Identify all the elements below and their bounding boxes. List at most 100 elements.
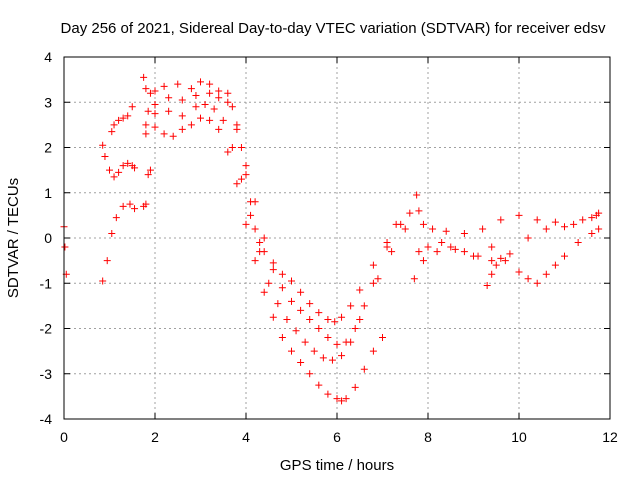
data-point [288, 297, 295, 305]
data-point [274, 300, 282, 308]
data-point [306, 300, 314, 308]
data-point [101, 153, 109, 161]
grid [64, 57, 610, 419]
data-point [278, 270, 286, 278]
data-point [192, 103, 200, 111]
data-point [347, 302, 355, 310]
data-point [524, 275, 532, 283]
data-point [256, 239, 264, 247]
data-point [215, 87, 223, 95]
data-point [533, 279, 541, 287]
y-axis-label: SDTVAR / TECUs [5, 178, 22, 298]
data-point [401, 225, 409, 233]
data-point [269, 313, 277, 321]
data-point [110, 173, 118, 181]
data-point [144, 171, 152, 179]
data-point [247, 211, 255, 219]
data-point [131, 164, 139, 172]
data-point [542, 270, 550, 278]
data-point [197, 114, 204, 122]
series-satellite-arc-A [60, 223, 70, 278]
series-satellite-arc-C [99, 200, 139, 285]
y-tick-label: 0 [44, 230, 52, 246]
data-point [483, 282, 491, 290]
data-point [338, 352, 346, 360]
data-point [110, 121, 118, 129]
data-point [497, 254, 505, 262]
data-point [115, 168, 123, 176]
data-point [151, 123, 159, 131]
data-point [233, 180, 241, 188]
y-tick-label: -3 [40, 366, 53, 382]
series-satellite-arc-G [142, 101, 400, 364]
y-tick-label: 4 [44, 49, 52, 65]
data-point [383, 243, 391, 251]
data-point [206, 80, 214, 88]
data-point [506, 250, 514, 258]
x-axis-label: GPS time / hours [280, 457, 394, 474]
data-point [187, 85, 195, 93]
data-point [119, 202, 127, 210]
data-point [108, 128, 116, 136]
data-point [415, 248, 423, 256]
data-point [242, 171, 250, 179]
data-point [192, 91, 200, 99]
data-point [331, 318, 339, 326]
data-point [338, 397, 346, 405]
data-point [206, 116, 214, 124]
data-point [219, 116, 227, 124]
data-point [347, 338, 355, 346]
data-point [360, 365, 368, 373]
data-point [224, 98, 232, 106]
data-point [124, 159, 132, 167]
data-point [369, 261, 377, 269]
data-point [574, 239, 582, 247]
data-point [579, 216, 587, 224]
data-point [251, 225, 259, 233]
data-point [324, 390, 332, 398]
data-point [561, 252, 568, 260]
data-point [369, 347, 377, 355]
data-point [165, 107, 173, 115]
data-point [551, 261, 559, 269]
y-tick-label: -2 [40, 321, 53, 337]
data-point [119, 162, 127, 170]
data-point [333, 340, 341, 348]
data-point [242, 220, 250, 228]
data-point [131, 205, 139, 213]
data-point [488, 257, 496, 265]
data-point [237, 175, 245, 183]
data-point [151, 110, 159, 118]
data-point [479, 225, 487, 233]
data-point [112, 214, 120, 222]
data-point [551, 218, 559, 226]
data-point [260, 288, 268, 296]
data-point [269, 266, 277, 274]
data-point [128, 103, 136, 111]
data-point [379, 334, 386, 342]
data-point [524, 234, 532, 242]
data-point [283, 315, 291, 323]
data-point [497, 216, 505, 224]
data-point [406, 209, 414, 217]
data-point [292, 327, 300, 335]
data-point [306, 370, 314, 378]
data-point [588, 229, 596, 237]
data-point [174, 80, 182, 88]
y-tick-label: 2 [44, 140, 52, 156]
data-point [542, 225, 550, 233]
data-point [278, 284, 286, 292]
data-point [351, 325, 359, 332]
series-satellite-arc-I [140, 166, 154, 210]
series-satellite-arc-H [142, 114, 386, 405]
y-tick-label: -1 [40, 275, 53, 291]
data-point [297, 288, 305, 296]
data-point [140, 73, 148, 81]
series-satellite-arc-B [99, 141, 139, 181]
data-point [99, 277, 107, 285]
data-point [474, 252, 482, 260]
data-point [488, 243, 496, 251]
data-point [301, 338, 309, 346]
